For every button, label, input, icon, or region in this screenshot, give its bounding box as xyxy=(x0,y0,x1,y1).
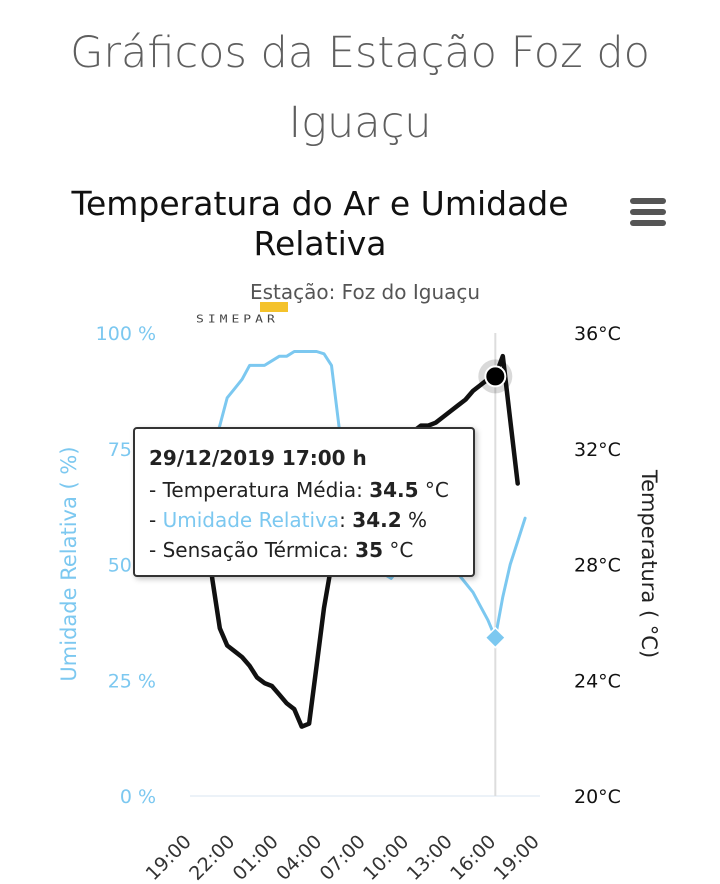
tooltip-colon: : xyxy=(339,508,353,532)
x-tick-label: 10:00 xyxy=(359,831,413,884)
tooltip-dash: - xyxy=(149,508,163,532)
logo-mark xyxy=(260,302,288,312)
y-left-axis-title: Umidade Relativa ( %) xyxy=(57,446,81,681)
tooltip-unit: °C xyxy=(383,538,414,562)
tooltip-row-humidity: - Umidade Relativa: 34.2 % xyxy=(149,505,459,535)
x-tick-label: 16:00 xyxy=(446,831,500,884)
y-left-tick-label: 100 % xyxy=(96,323,156,345)
temperature-highlight-point xyxy=(484,365,507,388)
simepar-logo: SIMEPAR xyxy=(196,302,326,330)
menu-bar xyxy=(630,220,666,226)
y-right-tick-label: 32°C xyxy=(574,439,621,461)
tooltip-label: - Sensação Térmica: xyxy=(149,538,356,562)
y-left-tick-label: 25 % xyxy=(108,670,156,692)
x-tick-label: 01:00 xyxy=(229,831,283,884)
tooltip-value: 34.5 xyxy=(369,478,419,502)
y-right-tick-label: 36°C xyxy=(574,323,621,345)
x-tick-label: 19:00 xyxy=(490,831,544,884)
tooltip-header: 29/12/2019 17:00 h xyxy=(149,446,367,470)
tooltip-unit: % xyxy=(401,508,428,532)
page-title: Gráficos da Estação Foz do Iguaçu xyxy=(70,28,650,148)
tooltip-label: - Temperatura Média: xyxy=(149,478,370,502)
tooltip-row-temperature: - Temperatura Média: 34.5 °C xyxy=(149,475,459,505)
chart-title: Temperatura do Ar e Umidade Relativa xyxy=(71,184,569,263)
x-tick-label: 19:00 xyxy=(142,831,196,884)
tooltip-value: 34.2 xyxy=(352,508,402,532)
x-tick-label: 07:00 xyxy=(316,831,370,884)
y-right-tick-label: 20°C xyxy=(574,786,621,808)
x-tick-label: 13:00 xyxy=(403,831,457,884)
chart-tooltip: 29/12/2019 17:00 h - Temperatura Média: … xyxy=(133,427,475,577)
tooltip-label: Umidade Relativa xyxy=(162,508,340,532)
menu-bar xyxy=(630,209,666,215)
y-left-tick-label: 0 % xyxy=(120,786,156,808)
humidity-highlight-point xyxy=(484,626,507,649)
menu-bar xyxy=(630,198,666,204)
tooltip-row-heat-index: - Sensação Térmica: 35 °C xyxy=(149,535,459,565)
chart-subtitle: Estação: Foz do Iguaçu xyxy=(249,280,481,304)
y-right-tick-label: 28°C xyxy=(574,555,621,577)
y-right-tick-label: 24°C xyxy=(574,670,621,692)
y-right-axis-title: Temperatura ( °C) xyxy=(637,469,661,658)
tooltip-unit: °C xyxy=(418,478,449,502)
x-tick-label: 04:00 xyxy=(272,831,326,884)
x-tick-label: 22:00 xyxy=(185,831,239,884)
hamburger-menu-icon[interactable] xyxy=(630,198,666,228)
tooltip-value: 35 xyxy=(355,538,383,562)
logo-text: SIMEPAR xyxy=(196,313,279,326)
